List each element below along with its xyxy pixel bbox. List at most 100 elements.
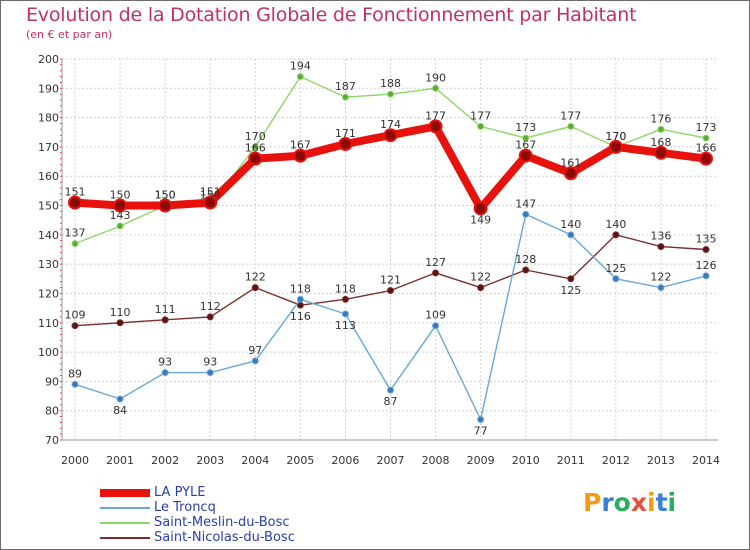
data-label: 112	[200, 300, 221, 313]
data-point	[248, 151, 263, 166]
x-tick-label: 2013	[647, 454, 675, 467]
data-point	[522, 134, 530, 142]
x-tick-label: 2009	[467, 454, 495, 467]
data-label: 113	[335, 319, 356, 332]
data-label: 87	[384, 395, 398, 408]
y-tick-label: 200	[38, 53, 59, 66]
data-point	[653, 145, 668, 160]
data-label: 89	[68, 367, 82, 380]
legend-swatch-la-pyle	[100, 489, 150, 497]
data-label: 151	[200, 186, 221, 199]
logo-letter: x	[630, 488, 647, 517]
y-tick-label: 180	[38, 112, 59, 125]
legend-label-saint-nicolas: Saint-Nicolas-du-Bosc	[154, 530, 295, 545]
data-point	[702, 134, 710, 142]
data-point	[387, 90, 394, 98]
data-label: 135	[696, 233, 717, 246]
data-label: 97	[248, 344, 262, 357]
data-label: 150	[155, 189, 176, 202]
y-tick-label: 140	[38, 229, 59, 242]
data-point	[608, 139, 623, 154]
x-tick-label: 2001	[106, 454, 134, 467]
data-point	[71, 322, 79, 330]
logo-letter: r	[601, 488, 614, 517]
data-label: 77	[474, 424, 488, 437]
data-point	[338, 136, 353, 151]
legend-label-la-pyle: LA PYLE	[154, 485, 206, 500]
data-label: 171	[335, 127, 356, 140]
data-label: 122	[650, 271, 671, 284]
data-point	[702, 272, 710, 280]
x-tick-label: 2000	[61, 454, 89, 467]
data-point	[657, 284, 665, 292]
data-label: 166	[696, 142, 717, 155]
data-label: 150	[155, 189, 176, 202]
data-label: 122	[470, 271, 491, 284]
data-label: 136	[650, 230, 671, 243]
data-point	[68, 195, 82, 210]
data-point	[612, 275, 620, 283]
data-label: 170	[605, 130, 626, 143]
data-point	[432, 322, 440, 330]
data-label: 149	[470, 213, 491, 226]
data-label: 143	[110, 209, 131, 222]
data-point	[116, 222, 124, 230]
x-tick-label: 2008	[422, 454, 450, 467]
y-tick-label: 70	[45, 434, 59, 447]
data-label: 109	[425, 309, 446, 322]
data-point	[206, 313, 214, 321]
data-label: 125	[605, 262, 626, 275]
legend-swatch-saint-meslin	[100, 522, 150, 524]
data-label: 168	[650, 136, 671, 149]
logo-letter: i	[667, 488, 677, 517]
data-label: 122	[245, 271, 266, 284]
legend-swatch-saint-nicolas	[100, 537, 150, 539]
data-label: 151	[65, 186, 86, 199]
chart-title: Evolution de la Dotation Globale de Fonc…	[26, 4, 637, 26]
y-tick-label: 190	[38, 82, 59, 95]
data-point	[477, 122, 485, 130]
data-point	[477, 415, 485, 423]
data-label: 173	[515, 121, 536, 134]
y-tick-label: 110	[38, 317, 59, 330]
data-point	[161, 316, 169, 324]
data-point	[116, 395, 124, 403]
data-label: 166	[245, 142, 266, 155]
data-label: 118	[290, 282, 311, 295]
data-label: 137	[65, 227, 86, 240]
data-point	[657, 243, 665, 251]
data-label: 109	[65, 309, 86, 322]
data-point	[428, 119, 443, 134]
data-point	[251, 284, 259, 292]
data-point	[699, 151, 713, 166]
logo-letter: o	[613, 488, 631, 517]
data-point	[341, 295, 349, 303]
data-label: 110	[110, 306, 131, 319]
data-point	[203, 195, 218, 210]
data-point	[563, 166, 578, 181]
data-point	[383, 128, 398, 143]
data-point	[113, 198, 128, 213]
y-tick-label: 120	[38, 287, 59, 300]
data-point	[473, 201, 488, 216]
data-label: 121	[380, 274, 401, 287]
data-label: 170	[245, 130, 266, 143]
data-point	[206, 369, 214, 377]
data-label: 147	[515, 197, 536, 210]
data-label: 127	[425, 256, 446, 269]
legend-label-saint-meslin: Saint-Meslin-du-Bosc	[154, 515, 290, 530]
data-label: 111	[155, 303, 176, 316]
data-label: 150	[200, 189, 221, 202]
data-point	[657, 125, 665, 133]
data-point	[387, 386, 394, 394]
logo-letter: i	[647, 488, 656, 517]
x-tick-label: 2004	[241, 454, 269, 467]
data-label: 161	[560, 156, 581, 169]
x-tick-label: 2003	[196, 454, 224, 467]
y-tick-label: 170	[38, 141, 59, 154]
x-tick-label: 2011	[557, 454, 585, 467]
data-point	[432, 84, 440, 92]
data-point	[293, 148, 308, 163]
logo-letter: P	[583, 488, 602, 517]
data-point	[567, 231, 575, 239]
